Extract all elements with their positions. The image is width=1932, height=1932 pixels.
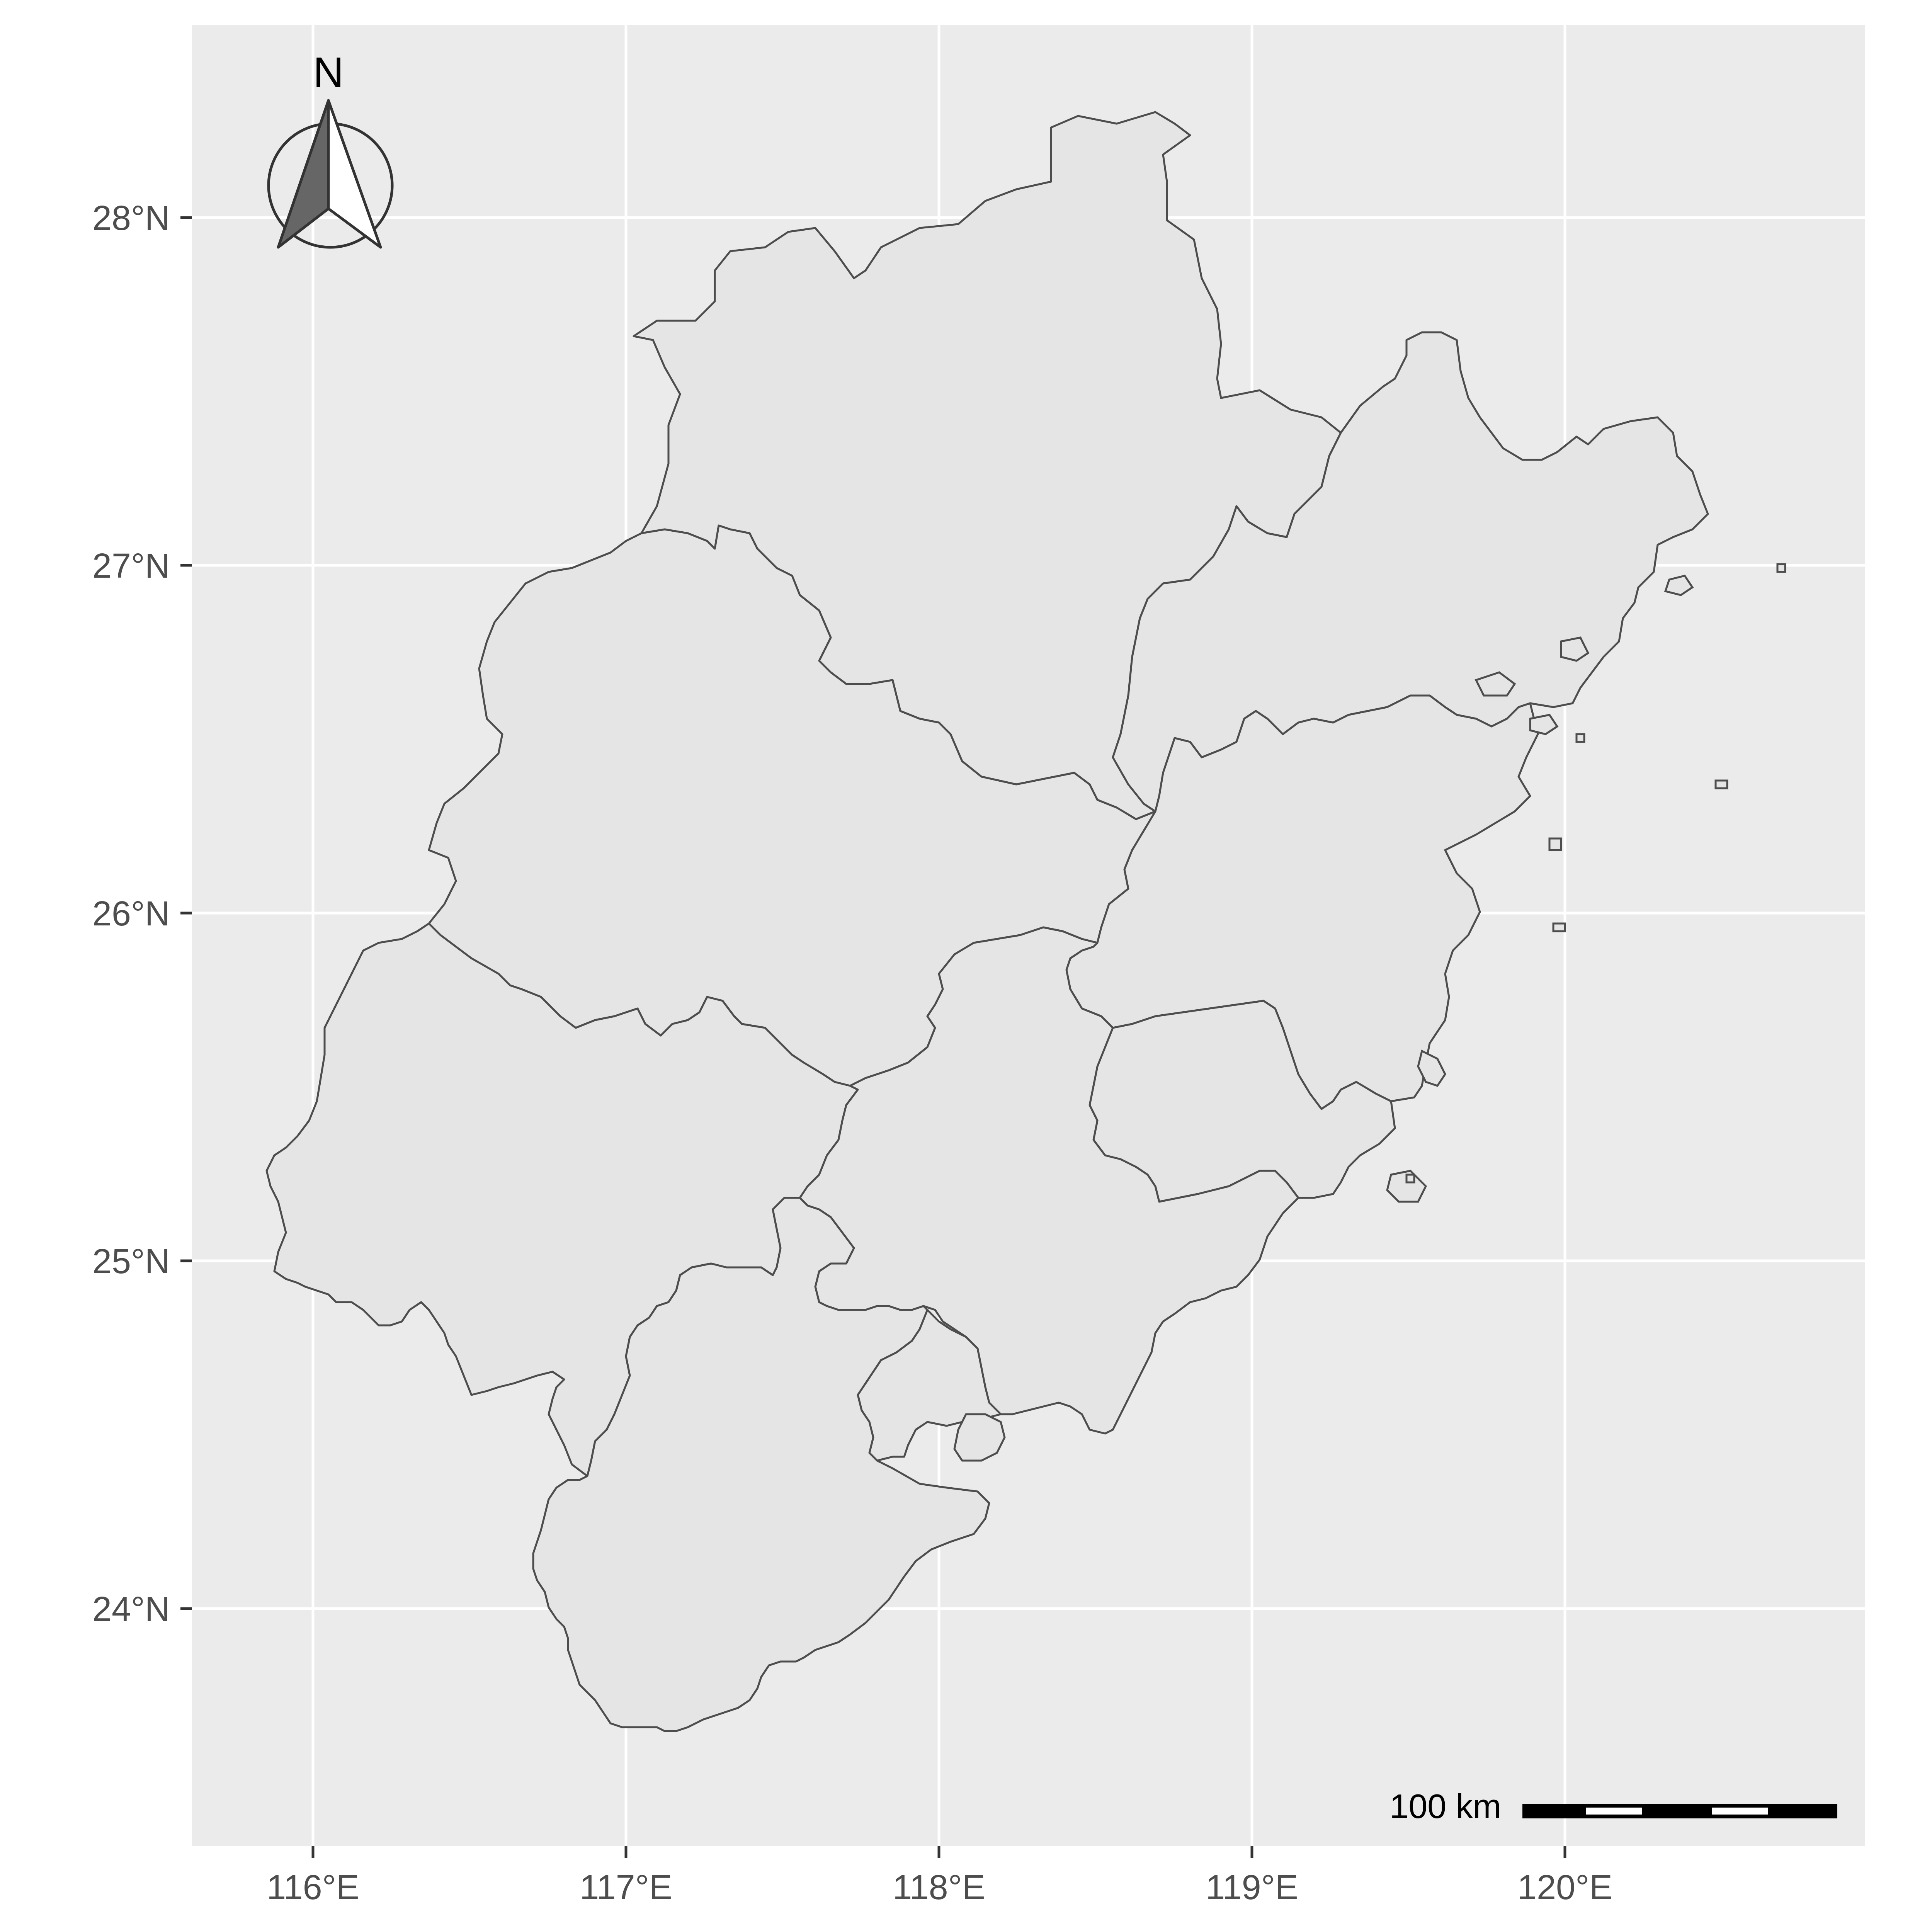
north-arrow-right [327, 99, 382, 249]
island-9 [1552, 922, 1566, 932]
island-6 [1575, 733, 1585, 743]
island-1 [1475, 671, 1516, 697]
x-axis-labels: 116°E 117°E 118°E 119°E 120°E [267, 1868, 1612, 1907]
x-tick-label: 117°E [580, 1868, 672, 1907]
region-xiamen-island [953, 1413, 1006, 1462]
island-10 [1405, 1173, 1415, 1184]
regions [265, 111, 1709, 1732]
scale-bar-segment-2 [1586, 1808, 1642, 1815]
north-label: N [313, 49, 344, 96]
y-tick-label: 24°N [92, 1590, 170, 1629]
island-7 [1714, 779, 1728, 789]
islands [1386, 563, 1786, 1203]
scale-bar-label: 100 km [1389, 1787, 1501, 1825]
x-tick-label: 116°E [267, 1868, 359, 1907]
island-4 [1664, 575, 1694, 596]
scale-bar-outline [1522, 1804, 1837, 1818]
scale-bar-icon: 100 km [1389, 1787, 1837, 1825]
y-axis-labels: 28°N 27°N 26°N 25°N 24°N [92, 199, 170, 1629]
island-8 [1548, 837, 1562, 851]
north-arrow-icon: N [267, 49, 394, 249]
y-tick-label: 27°N [92, 547, 170, 585]
axis-ticks [180, 216, 1566, 1858]
island-5 [1776, 563, 1786, 573]
region-zhangzhou [532, 1197, 990, 1732]
x-tick-label: 120°E [1517, 1868, 1612, 1907]
island-2 [1560, 636, 1590, 662]
island-nanri [1386, 1170, 1427, 1203]
x-tick-label: 119°E [1206, 1868, 1298, 1907]
island-3 [1529, 714, 1559, 735]
y-tick-label: 26°N [92, 895, 170, 933]
y-tick-label: 28°N [92, 199, 170, 238]
scale-bar-segment-4 [1712, 1808, 1768, 1815]
island-pingtan [1417, 1049, 1446, 1087]
x-tick-label: 118°E [893, 1868, 985, 1907]
y-tick-label: 25°N [92, 1242, 170, 1281]
